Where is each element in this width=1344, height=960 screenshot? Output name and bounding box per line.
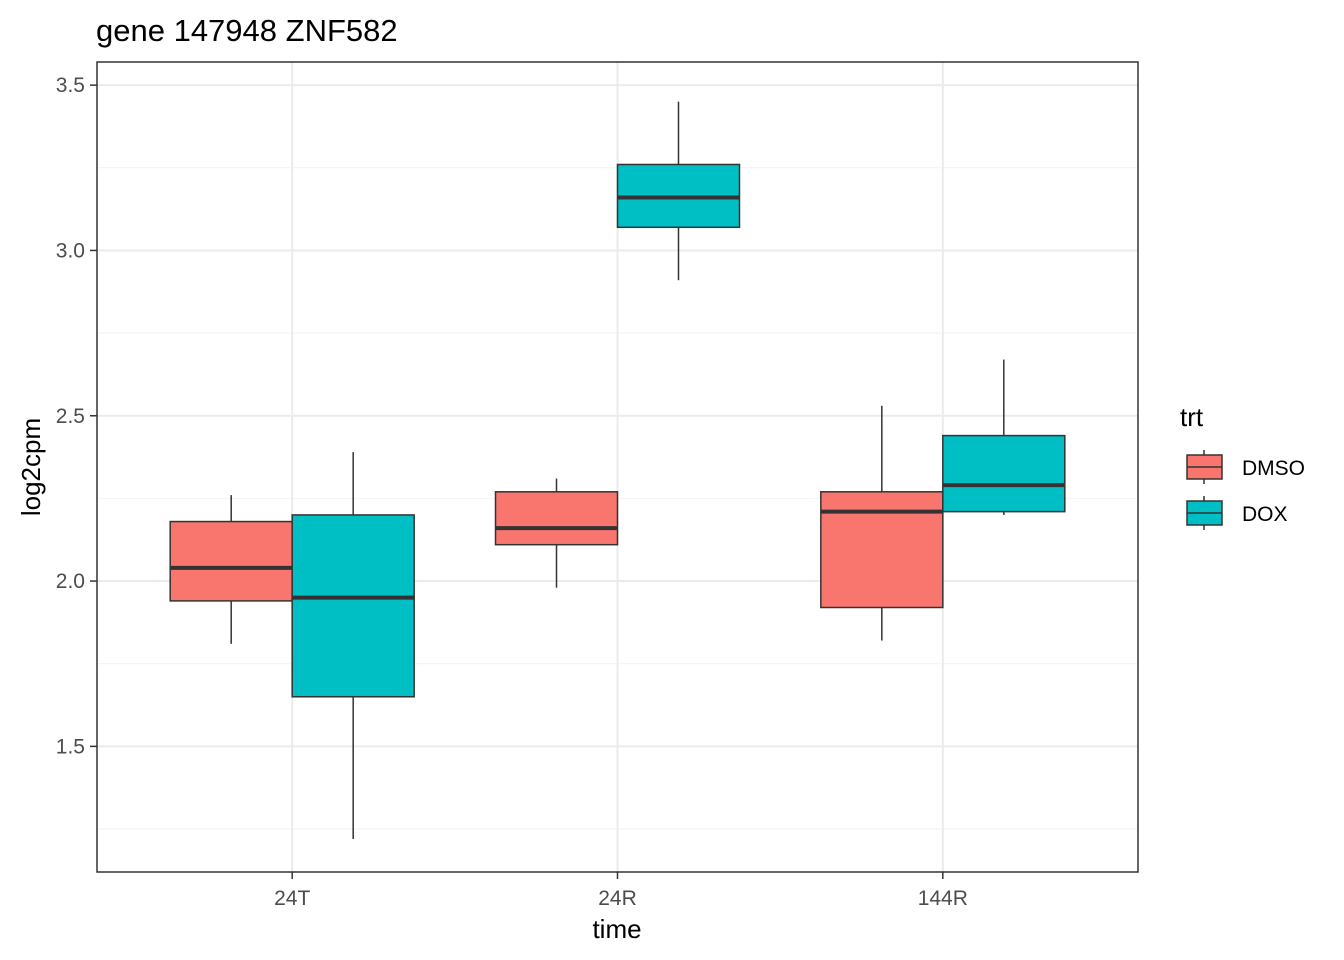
y-tick-label: 2.5	[56, 405, 85, 428]
box-iqr	[291, 514, 415, 698]
legend-item-dox: DOX	[1186, 496, 1288, 530]
legend-title: trt	[1180, 402, 1204, 432]
x-axis: 24T 24R 144R	[274, 872, 968, 910]
boxes-layer	[169, 101, 1066, 839]
y-axis-title: log2cpm	[16, 418, 46, 516]
y-axis: 1.5 2.0 2.5 3.0 3.5	[56, 74, 97, 758]
box-dmso-24t	[169, 495, 293, 644]
box-iqr	[494, 491, 619, 546]
legend-label: DMSO	[1242, 457, 1305, 480]
legend-items: DMSO DOX	[1186, 450, 1305, 530]
x-tick-label: 24T	[274, 887, 310, 910]
chart-title: gene 147948 ZNF582	[96, 13, 398, 48]
box-iqr	[169, 520, 293, 602]
x-axis-title: time	[592, 914, 641, 944]
y-tick-label: 1.5	[56, 735, 85, 758]
x-tick-label: 144R	[918, 887, 968, 910]
legend-label: DOX	[1242, 503, 1288, 526]
box-iqr	[942, 434, 1066, 513]
x-tick-label: 24R	[598, 887, 637, 910]
y-tick-label: 3.0	[56, 239, 85, 262]
grid-major	[97, 62, 1138, 872]
box-dox-24r	[616, 101, 741, 281]
legend-item-dmso: DMSO	[1186, 450, 1305, 484]
box-dox-24t	[291, 452, 415, 839]
box-iqr	[820, 491, 944, 609]
y-tick-label: 2.0	[56, 570, 85, 593]
box-dmso-144r	[820, 405, 944, 641]
legend: trt DMSO DOX	[1180, 402, 1305, 530]
box-dox-144r	[942, 359, 1066, 515]
y-tick-label: 3.5	[56, 74, 85, 97]
box-dmso-24r	[494, 478, 619, 588]
